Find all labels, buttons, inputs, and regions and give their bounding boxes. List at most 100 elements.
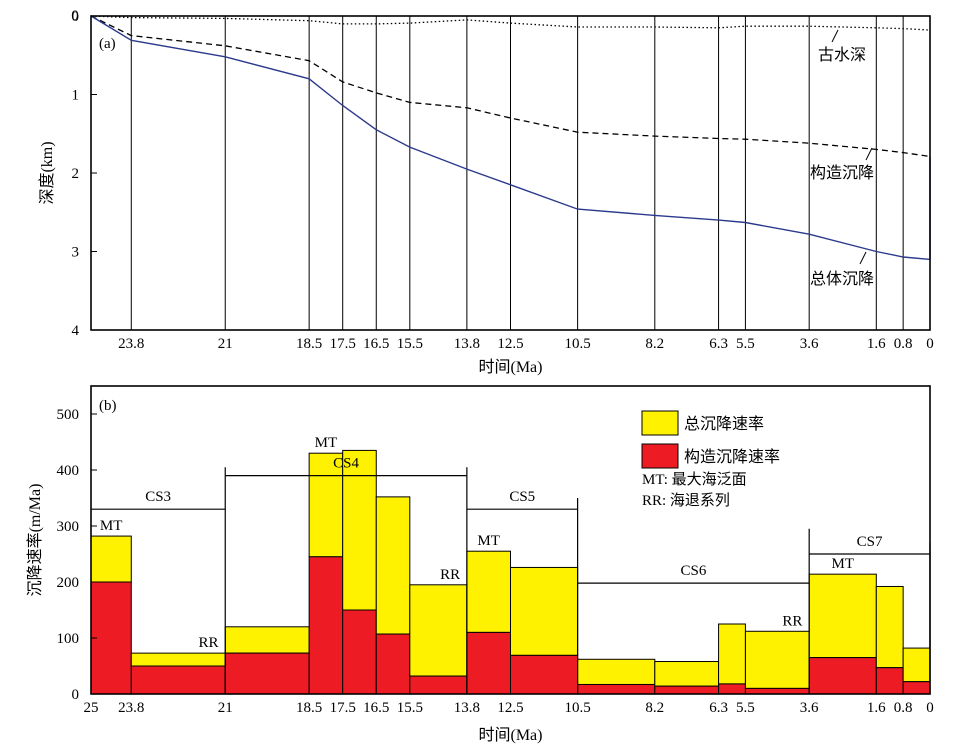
panel-a-x-tick-label-6: 13.8 xyxy=(454,336,480,352)
panel-b-legend-swatch-1 xyxy=(641,443,679,469)
panel-b-frame xyxy=(90,385,931,695)
panel-b-tectonic-bar-8 xyxy=(510,654,579,695)
panel-b-total-bar-11 xyxy=(718,623,746,685)
panel-a-y-axis-label: 深度(km) xyxy=(38,141,56,204)
panel-b-total-bar-1 xyxy=(130,652,226,667)
panel-a-x-axis-label: 时间(Ma) xyxy=(479,358,543,376)
panel-b-y-tick-label-4: 400 xyxy=(57,463,80,479)
panel-b-tectonic-bar-0 xyxy=(90,581,132,695)
panel-b-sequence-label-4: CS7 xyxy=(857,534,883,550)
panel-b-sequence-label-0: CS3 xyxy=(145,489,171,505)
panel-b-marker-4: MT xyxy=(477,533,500,549)
panel-a-x-tick-label-5: 15.5 xyxy=(397,336,423,352)
panel-a-y-tick-label-4: 4 xyxy=(72,323,80,339)
panel-a-y-tick-label-2: 2 xyxy=(72,166,80,182)
panel-a-x-tick-label-2: 18.5 xyxy=(296,336,322,352)
panel-b-y-tick-label-5: 500 xyxy=(57,407,80,423)
panel-b-tectonic-bar-14 xyxy=(875,667,904,695)
panel-b-tectonic-bar-3 xyxy=(308,556,344,695)
panel-b-x-tick-label-8: 12.5 xyxy=(497,700,523,716)
panel-a-annotation-leader-1 xyxy=(865,147,873,161)
panel-b-total-bar-12 xyxy=(744,630,810,689)
panel-b-tectonic-bar-15 xyxy=(902,681,931,695)
panel-a-x-tick-label-8: 10.5 xyxy=(564,336,590,352)
panel-b-sequence-label-1: CS4 xyxy=(333,456,359,472)
panel-b-tectonic-bar-10 xyxy=(654,685,720,695)
panel-b-sequence-label-2: CS5 xyxy=(509,489,535,505)
panel-a-x-tick-label-1: 21 xyxy=(218,336,233,352)
panel-b-x-tick-label-9: 10.5 xyxy=(564,700,590,716)
panel-b-x-tick-label-3: 18.5 xyxy=(296,700,322,716)
panel-a-x-tick-label-10: 6.3 xyxy=(709,336,728,352)
panel-b-total-bar-10 xyxy=(654,661,720,687)
panel-a-frame xyxy=(90,15,931,331)
panel-b-x-tick-label-11: 6.3 xyxy=(709,700,728,716)
panel-b-tectonic-bar-2 xyxy=(224,652,310,695)
panel-b-total-bar-4 xyxy=(342,449,377,611)
panel-a-annotation-2: 总体沉降 xyxy=(810,270,874,288)
panel-a-series-line-2 xyxy=(90,15,931,261)
panel-a-x-tick-label-9: 8.2 xyxy=(645,336,664,352)
panel-a-annotation-0: 古水深 xyxy=(818,46,866,64)
panel-b-marker-0: MT xyxy=(100,518,123,534)
panel-b-total-bar-3 xyxy=(308,452,344,558)
panel-b-total-bar-5 xyxy=(375,496,411,635)
panel-b-x-tick-label-16: 0 xyxy=(926,700,934,716)
panel-b-x-tick-label-7: 13.8 xyxy=(454,700,480,716)
panel-b-total-bar-7 xyxy=(466,550,512,633)
panel-a-annotation-leader-2 xyxy=(859,251,867,265)
panel-a-annotation-1: 构造沉降 xyxy=(810,164,874,182)
panel-a-y-tick-label-3: 3 xyxy=(72,245,80,261)
panel-b-legend-label-0: 总沉降速率 xyxy=(684,415,764,433)
panel-a-x-origin: 0 xyxy=(71,8,79,24)
panel-b-tectonic-bar-11 xyxy=(718,683,746,695)
panel-b-legend-swatch-0 xyxy=(641,410,679,436)
panel-b-tectonic-bar-1 xyxy=(130,665,226,695)
panel-b-label: (b) xyxy=(99,398,117,414)
panel-b-total-bar-0 xyxy=(90,535,132,583)
panel-b-x-tick-label-14: 1.6 xyxy=(867,700,886,716)
panel-b-y-tick-label-0: 0 xyxy=(72,687,80,703)
panel-a-x-tick-label-13: 1.6 xyxy=(867,336,886,352)
panel-b-marker-3: RR xyxy=(440,567,460,583)
panel-b-y-tick-label-1: 100 xyxy=(57,631,80,647)
panel-a-y-tick-label-1: 1 xyxy=(72,88,80,104)
panel-a-x-tick-label-3: 17.5 xyxy=(330,336,356,352)
panel-b-x-tick-label-15: 0.8 xyxy=(894,700,913,716)
panel-a-depth-chart: 23.8 21 18.5 17.5 16.5 15.5 13.8 12.5 10.5 8.2 6.3… xyxy=(38,8,934,376)
panel-b-y-tick-label-3: 300 xyxy=(57,519,80,535)
panel-b-x-tick-label-1: 23.8 xyxy=(118,700,144,716)
panel-b-legend-note-0: MT: 最大海泛面 xyxy=(642,471,747,488)
panel-b-marker-2: MT xyxy=(315,435,338,451)
panel-b-tectonic-bar-6 xyxy=(409,675,468,695)
panel-a-series-line-0 xyxy=(90,15,931,31)
panel-b-marker-6: MT xyxy=(831,556,854,572)
panel-b-x-tick-label-6: 15.5 xyxy=(397,700,423,716)
panel-b-y-tick-label-2: 200 xyxy=(57,575,80,591)
panel-b-sequence-label-3: CS6 xyxy=(680,563,706,579)
panel-b-tectonic-bar-12 xyxy=(744,687,810,695)
panel-b-total-bar-6 xyxy=(409,584,468,677)
panel-b-x-axis-label: 时间(Ma) xyxy=(479,726,543,744)
panel-b-x-tick-label-2: 21 xyxy=(218,700,233,716)
panel-b-total-bar-13 xyxy=(808,573,877,659)
panel-b-x-tick-label-13: 3.6 xyxy=(800,700,819,716)
panel-a-y-tick-label-0: 0 xyxy=(72,9,80,25)
panel-b-y-axis-label: 沉降速率(m/Ma) xyxy=(26,484,44,597)
panel-b-x-tick-label-4: 17.5 xyxy=(330,700,356,716)
panel-b-total-bar-2 xyxy=(224,626,310,654)
panel-a-x-tick-label-7: 12.5 xyxy=(497,336,523,352)
panel-b-x-tick-label-10: 8.2 xyxy=(645,700,664,716)
panel-a-x-tick-label-0: 23.8 xyxy=(118,336,144,352)
panel-a-x-tick-label-4: 16.5 xyxy=(363,336,389,352)
panel-a-annotation-leader-0 xyxy=(831,29,839,43)
panel-b-total-bar-15 xyxy=(902,647,931,683)
panel-a-label: (a) xyxy=(99,36,116,52)
panel-a-x-tick-label-12: 3.6 xyxy=(800,336,819,352)
panel-b-marker-5: RR xyxy=(782,613,802,629)
panel-b-tectonic-bar-4 xyxy=(342,609,377,695)
panel-a-x-tick-label-11: 5.5 xyxy=(736,336,755,352)
panel-b-rate-chart: CS3CS4CS5CS6CS7MTRRMTRRMTRRMT01002003004… xyxy=(26,385,934,744)
panel-b-x-tick-label-0: 25 xyxy=(84,700,99,716)
